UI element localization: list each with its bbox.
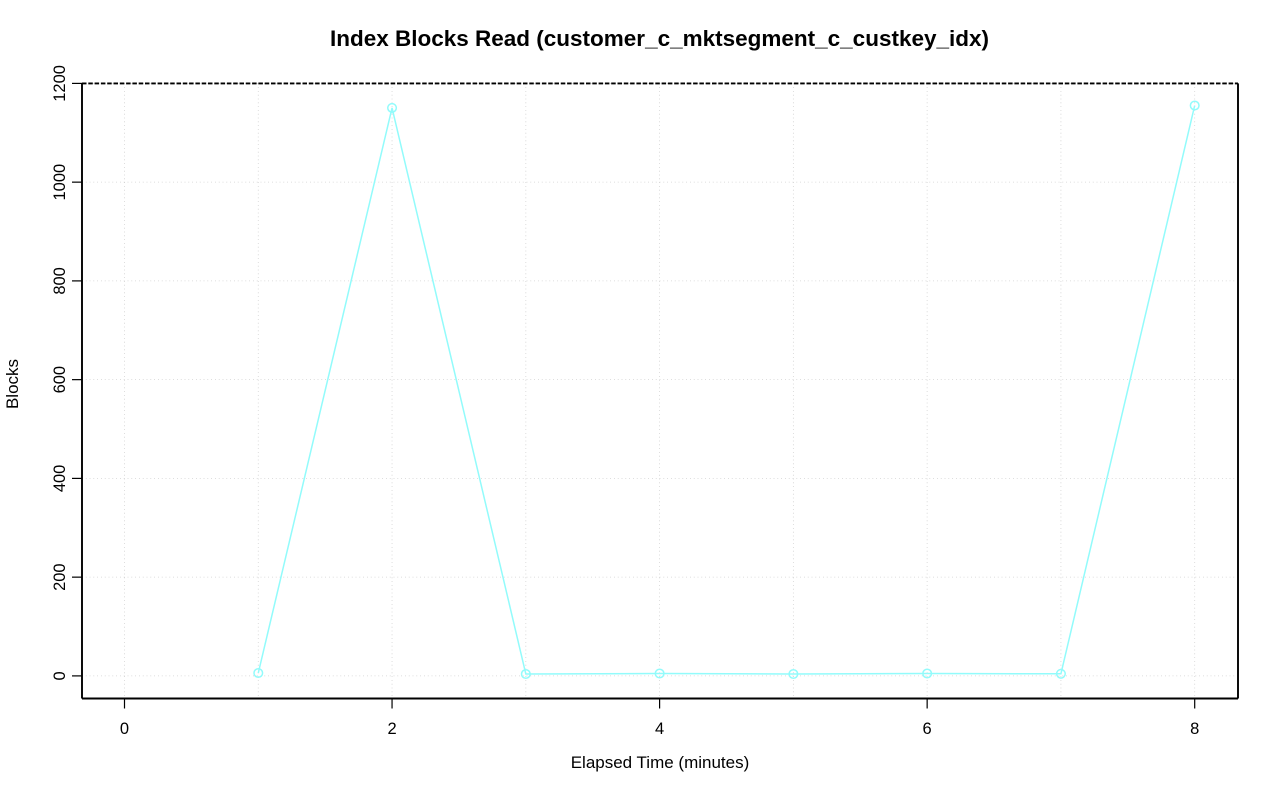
svg-text:800: 800: [51, 267, 69, 295]
svg-text:200: 200: [51, 563, 69, 591]
svg-text:8: 8: [1190, 720, 1199, 738]
svg-text:6: 6: [923, 720, 932, 738]
svg-text:2: 2: [387, 720, 396, 738]
svg-text:0: 0: [51, 671, 69, 680]
svg-text:0: 0: [120, 720, 129, 738]
svg-text:Blocks: Blocks: [3, 359, 22, 409]
svg-text:Index Blocks Read (customer_c_: Index Blocks Read (customer_c_mktsegment…: [330, 26, 989, 51]
svg-text:1200: 1200: [51, 65, 69, 102]
svg-text:400: 400: [51, 465, 69, 493]
svg-text:4: 4: [655, 720, 664, 738]
svg-text:Elapsed Time (minutes): Elapsed Time (minutes): [571, 753, 750, 772]
svg-text:600: 600: [51, 366, 69, 394]
svg-text:1000: 1000: [51, 164, 69, 201]
